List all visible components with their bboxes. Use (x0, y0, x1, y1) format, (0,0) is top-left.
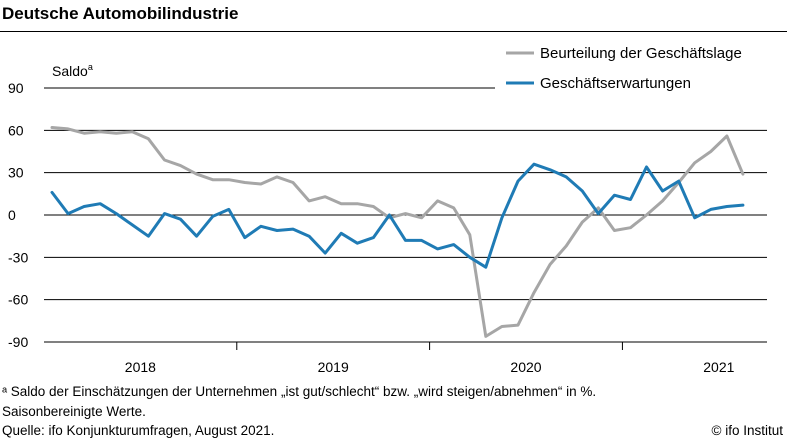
y-tick-label: 90 (8, 80, 24, 96)
footnote-source: Quelle: ifo Konjunkturumfragen, August 2… (2, 423, 275, 438)
y-tick-label: 30 (8, 165, 24, 181)
footnote-definition: ᵃ Saldo der Einschätzungen der Unternehm… (2, 384, 597, 399)
y-tick-label: -90 (8, 334, 28, 350)
legend-label: Beurteilung der Geschäftslage (540, 45, 742, 62)
series-line-2 (50, 162, 745, 269)
y-tick-label: -30 (8, 249, 28, 265)
y-axis-label-superscript: a (88, 62, 93, 72)
y-tick-label: -60 (8, 292, 28, 308)
y-tick-label: 0 (8, 207, 16, 223)
y-tick-labels: 90 60 30 0 -30 -60 -90 (8, 80, 28, 350)
legend: Beurteilung der Geschäftslage Geschäftser… (506, 45, 742, 92)
x-tick-label: 2019 (318, 359, 349, 375)
copyright-notice: © ifo Institut (711, 423, 783, 438)
y-axis-label: Saldoa (52, 62, 93, 79)
y-tick-label: 60 (8, 122, 24, 138)
x-axis: 2018 2019 2020 2021 (44, 341, 767, 375)
x-tick-label: 2021 (703, 359, 734, 375)
title-divider (0, 31, 787, 32)
series-line-1 (50, 126, 745, 338)
gridlines (44, 87, 767, 301)
chart-title: Deutsche Automobilindustrie (2, 4, 239, 23)
series-lines (50, 126, 745, 338)
x-tick-label: 2020 (510, 359, 541, 375)
legend-label: Geschäftserwartungen (540, 75, 691, 92)
footnote-seasonal: Saisonbereinigte Werte. (2, 404, 146, 419)
x-tick-label: 2018 (125, 359, 156, 375)
